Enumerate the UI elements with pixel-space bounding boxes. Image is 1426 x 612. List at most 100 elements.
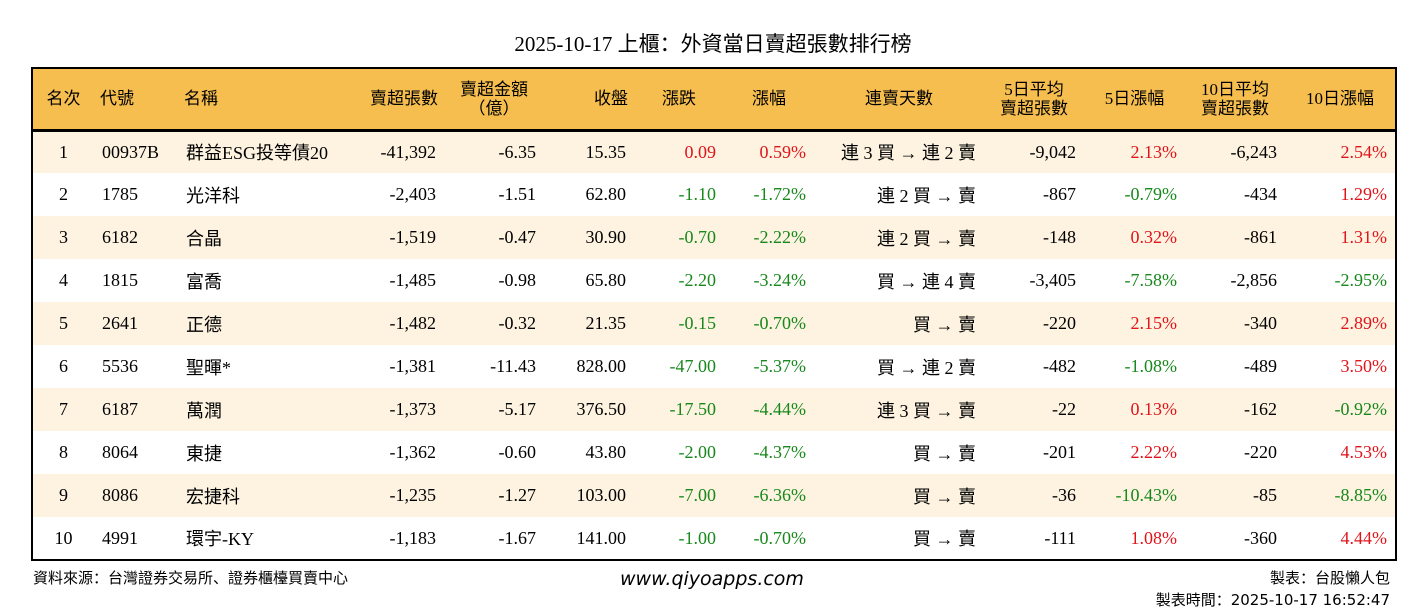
cell-streak: 買 → 賣 xyxy=(913,443,976,464)
cell-change: -0.15 xyxy=(634,302,724,345)
cell-close: 15.35 xyxy=(544,130,634,173)
cell-sell-volume: -41,392 xyxy=(350,130,444,173)
cell-pct10: -2.95% xyxy=(1334,270,1388,290)
cell-change: -47.00 xyxy=(669,356,717,376)
cell-name: 萬潤 xyxy=(178,388,350,431)
cell-name: 東捷 xyxy=(186,443,222,464)
cell-code: 4991 xyxy=(102,527,138,548)
header-pct5: 5日漲幅 xyxy=(1084,68,1185,132)
table-row: 5 2641 正德 -1,482 -0.32 21.35 -0.15 -0.70% 買 → 賣-… xyxy=(32,302,1396,345)
cell-pct10: 2.54% xyxy=(1285,130,1396,173)
cell-name: 聖暉* xyxy=(186,357,231,378)
cell-change-pct: -6.36% xyxy=(724,474,814,517)
cell-pct5: 2.22% xyxy=(1130,442,1178,462)
cell-avg5-sell: -111 xyxy=(1044,527,1076,548)
table-row: 10 4991 環宇-KY -1,183 -1.67 141.00 -1.00 -0.70% 買… xyxy=(32,517,1396,560)
cell-pct5: 0.32% xyxy=(1084,216,1185,259)
cell-sell-amount: -0.98 xyxy=(498,270,537,290)
cell-sell-amount: -1.67 xyxy=(498,527,537,548)
cell-change: -17.50 xyxy=(634,388,724,431)
header-change: 漲跌 xyxy=(634,68,724,132)
cell-avg5-sell: -22 xyxy=(984,388,1084,431)
cell-pct10: 2.89% xyxy=(1285,302,1396,345)
cell-code: 8064 xyxy=(102,442,138,462)
header-code: 代號 xyxy=(94,68,178,132)
cell-close: 21.35 xyxy=(544,302,634,345)
cell-sell-volume: -1,485 xyxy=(389,270,437,290)
cell-rank: 9 xyxy=(32,474,94,517)
cell-close: 103.00 xyxy=(544,474,634,517)
header-sell-amount: 賣超金額 （億） xyxy=(444,68,544,132)
header-name: 名稱 xyxy=(178,68,350,132)
cell-pct5: 1.08% xyxy=(1130,527,1178,548)
cell-change: -2.20 xyxy=(678,270,717,290)
table-row: 1 00937B 群益ESG投等債20 -41,392 -6.35 15.35 0.09 0.… xyxy=(32,130,1396,173)
cell-code: 1785 xyxy=(102,184,138,204)
cell-name: 富喬 xyxy=(186,271,222,292)
cell-avg5-sell: -220 xyxy=(984,302,1084,345)
cell-pct5: -7.58% xyxy=(1124,270,1178,290)
cell-avg5-sell: -867 xyxy=(1043,184,1076,204)
cell-pct10: 3.50% xyxy=(1340,356,1388,376)
cell-sell-volume: -1,519 xyxy=(350,216,444,259)
table-row: 4 1815 富喬 -1,485 -0.98 65.80 -2.20 -3.24% 買 → 連 … xyxy=(32,259,1396,302)
cell-pct5: 2.15% xyxy=(1084,302,1185,345)
cell-pct10: 1.31% xyxy=(1285,216,1396,259)
cell-code: 8086 xyxy=(94,474,178,517)
cell-code: 00937B xyxy=(94,130,178,173)
cell-avg5-sell: -148 xyxy=(984,216,1084,259)
cell-rank: 2 xyxy=(59,184,68,204)
cell-sell-volume: -1,381 xyxy=(389,356,437,376)
table-row: 8 8064 東捷 -1,362 -0.60 43.80 -2.00 -4.37% 買 → 賣 -… xyxy=(32,431,1396,474)
table-row: 3 6182 合晶 -1,519 -0.47 30.90 -0.70 -2.22% 連 2 買 … xyxy=(32,216,1396,259)
cell-sell-amount: -0.32 xyxy=(444,302,544,345)
table-row: 6 5536 聖暉* -1,381 -11.43 828.00 -47.00 -5.37% 買 … xyxy=(32,345,1396,388)
cell-change: -7.00 xyxy=(634,474,724,517)
cell-rank: 8 xyxy=(59,442,68,462)
cell-avg10-sell: -162 xyxy=(1185,388,1285,431)
header-sell-volume: 賣超張數 xyxy=(350,68,444,132)
cell-close: 65.80 xyxy=(585,270,627,290)
cell-code: 5536 xyxy=(102,356,138,376)
cell-pct10: 4.53% xyxy=(1340,442,1388,462)
header-change-pct: 漲幅 xyxy=(724,68,814,132)
header-rank: 名次 xyxy=(32,68,94,132)
cell-change: -0.70 xyxy=(634,216,724,259)
cell-sell-volume: -1,235 xyxy=(350,474,444,517)
table-header: 名次 代號 名稱 賣超張數 賣超金額 （億） 收盤 漲跌 漲幅 連賣天數 5日平均 賣超張數 5日漲… xyxy=(32,68,1396,132)
cell-avg5-sell: -36 xyxy=(984,474,1084,517)
cell-streak: 連 2 買 → 賣 xyxy=(814,216,984,259)
cell-sell-amount: -0.60 xyxy=(498,442,537,462)
cell-pct10: -0.92% xyxy=(1285,388,1396,431)
generated-time: 製表時間：2025-10-17 16:52:47 xyxy=(1155,591,1390,609)
cell-change-pct: -1.72% xyxy=(753,184,807,204)
cell-streak: 連 3 買 → 賣 xyxy=(814,388,984,431)
table-row: 2 1785 光洋科 -2,403 -1.51 62.80 -1.10 -1.72% 連 2 買… xyxy=(32,173,1396,216)
cell-change-pct: -0.70% xyxy=(753,527,807,548)
header-avg5-sell: 5日平均 賣超張數 xyxy=(984,68,1084,132)
header-streak: 連賣天數 xyxy=(814,68,984,132)
cell-avg10-sell: -434 xyxy=(1244,184,1277,204)
cell-sell-amount: -6.35 xyxy=(444,130,544,173)
cell-close: 30.90 xyxy=(544,216,634,259)
cell-avg10-sell: -360 xyxy=(1244,527,1277,548)
cell-streak: 買 → 賣 xyxy=(913,529,976,549)
cell-rank: 10 xyxy=(54,527,73,548)
cell-rank: 7 xyxy=(32,388,94,431)
ranking-table: 名次 代號 名稱 賣超張數 賣超金額 （億） 收盤 漲跌 漲幅 連賣天數 5日平均 賣超張數 5日漲… xyxy=(31,67,1397,561)
cell-name: 光洋科 xyxy=(186,185,240,206)
cell-sell-amount: -5.17 xyxy=(444,388,544,431)
cell-pct5: -1.08% xyxy=(1124,356,1178,376)
cell-change: -1.10 xyxy=(678,184,717,204)
cell-change: -1.00 xyxy=(678,527,717,548)
cell-sell-amount: -1.27 xyxy=(444,474,544,517)
cell-close: 43.80 xyxy=(585,442,627,462)
cell-rank: 4 xyxy=(59,270,68,290)
header-pct10: 10日漲幅 xyxy=(1285,68,1396,132)
cell-streak: 連 2 買 → 賣 xyxy=(877,185,976,206)
website-link[interactable]: www.qiyoapps.com xyxy=(620,568,804,590)
cell-pct10: 4.44% xyxy=(1340,527,1388,548)
cell-sell-volume: -2,403 xyxy=(389,184,437,204)
cell-sell-amount: -11.43 xyxy=(490,356,536,376)
cell-avg5-sell: -9,042 xyxy=(984,130,1084,173)
